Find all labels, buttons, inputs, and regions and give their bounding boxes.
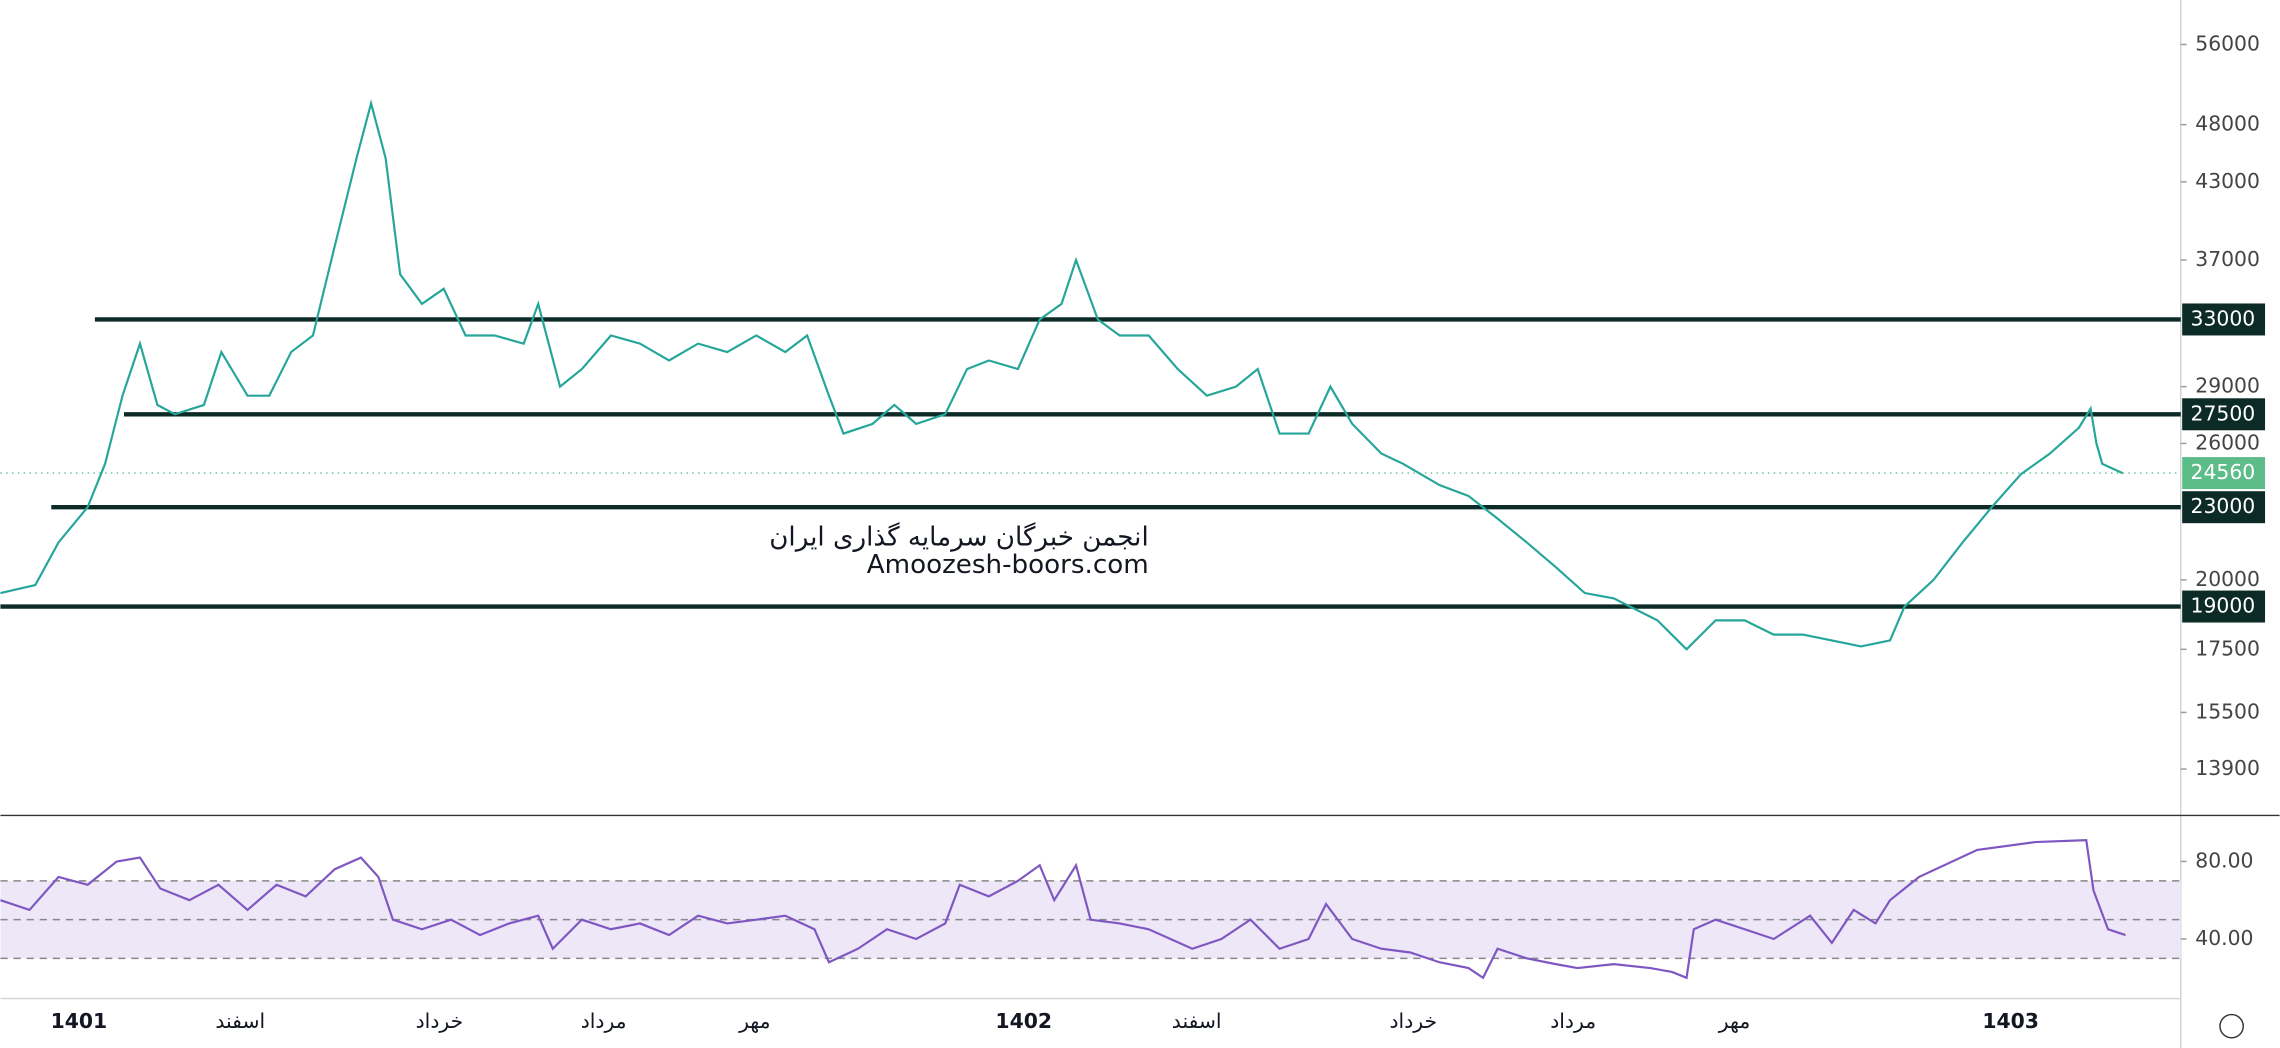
x-tick-label: مهر (1718, 1009, 1750, 1033)
x-tick-label: مرداد (1550, 1009, 1596, 1033)
x-tick-label: 1403 (1982, 1009, 2039, 1033)
y-tick-label: 26000 (2195, 430, 2260, 454)
level-label: 19000 (2191, 594, 2256, 618)
x-tick-label: مهر (738, 1009, 770, 1033)
watermark: Amoozesh-boors.com (867, 550, 1149, 580)
last-price-label: 24560 (2191, 460, 2256, 484)
x-tick-label: اسفند (215, 1009, 265, 1033)
watermark: انجمن خبرگان سرمایه گذاری ایران (769, 521, 1148, 552)
x-tick-label: 1402 (995, 1009, 1052, 1033)
level-label: 33000 (2191, 306, 2256, 330)
level-label-box (2182, 303, 2266, 336)
y-tick-label: 48000 (2195, 112, 2260, 136)
y-tick-label: 40.00 (2195, 926, 2253, 950)
y-tick-label: 29000 (2195, 374, 2260, 398)
y-tick-label: 20000 (2195, 567, 2260, 591)
x-tick-label: 1401 (51, 1009, 108, 1033)
y-tick-label: 80.00 (2195, 848, 2253, 872)
level-label: 23000 (2191, 494, 2256, 518)
level-label: 27500 (2191, 401, 2256, 425)
series-line (0, 99, 2124, 651)
level-label-box (2182, 398, 2266, 431)
x-tick-label: مرداد (581, 1009, 627, 1033)
settings-icon[interactable] (2219, 1013, 2244, 1039)
y-tick-label: 56000 (2195, 31, 2260, 55)
level-label-box (2182, 590, 2266, 623)
y-tick-label: 43000 (2195, 169, 2260, 193)
level-label-box (2182, 491, 2266, 524)
x-tick-label: خرداد (416, 1009, 464, 1033)
y-tick-label: 37000 (2195, 247, 2260, 271)
y-tick-label: 17500 (2195, 636, 2260, 660)
x-tick-label: خرداد (1389, 1009, 1437, 1033)
series-line (0, 839, 2126, 980)
y-tick-label: 13900 (2195, 756, 2260, 780)
last-price-box (2182, 457, 2266, 490)
y-tick-label: 15500 (2195, 699, 2260, 723)
x-tick-label: اسفند (1172, 1009, 1222, 1033)
